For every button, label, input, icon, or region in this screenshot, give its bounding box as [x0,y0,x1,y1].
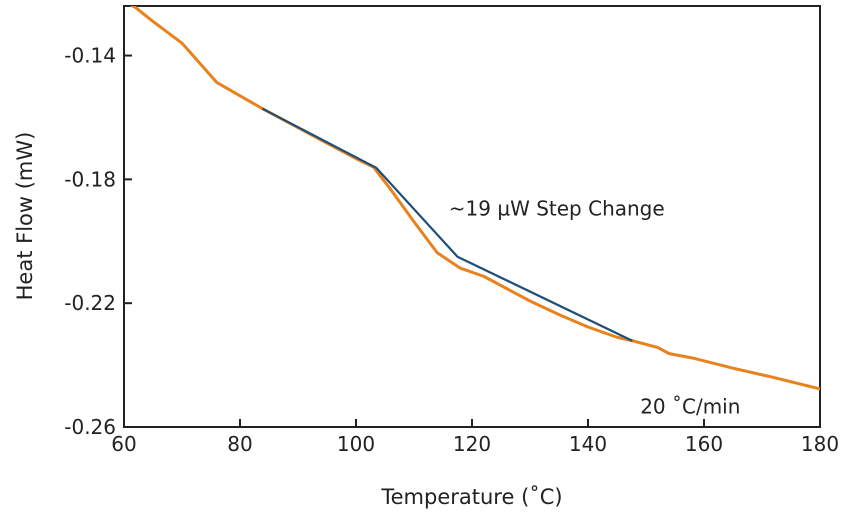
y-tick-label: -0.26 [64,415,116,439]
series-layer [129,6,820,391]
x-tick-label: 160 [685,432,723,456]
y-tick-label: -0.14 [64,44,116,68]
x-tick-label: 140 [569,432,607,456]
series-line-heat-flow [129,6,820,391]
y-tick-label: -0.22 [64,291,116,315]
y-tick-label: -0.18 [64,167,116,191]
ticks-layer: 60 80 100 120 140 160 180 -0.26 -0.22 -0.18 -0.14 [64,44,839,456]
step-change-annotation: ~19 µW Step Change [449,197,665,221]
x-axis-title: Temperature (˚C) [380,485,562,509]
series-line-tangent-fit [262,107,633,342]
x-tick-label: 60 [111,432,136,456]
annotation-layer: ~19 µW Step Change 20 ˚C/min [449,197,741,419]
x-tick-label: 80 [227,432,252,456]
x-tick-label: 120 [453,432,491,456]
heating-rate-annotation: 20 ˚C/min [640,395,740,419]
x-tick-label: 100 [337,432,375,456]
x-tick-label: 180 [801,432,839,456]
y-axis-title: Heat Flow (mW) [13,132,37,301]
